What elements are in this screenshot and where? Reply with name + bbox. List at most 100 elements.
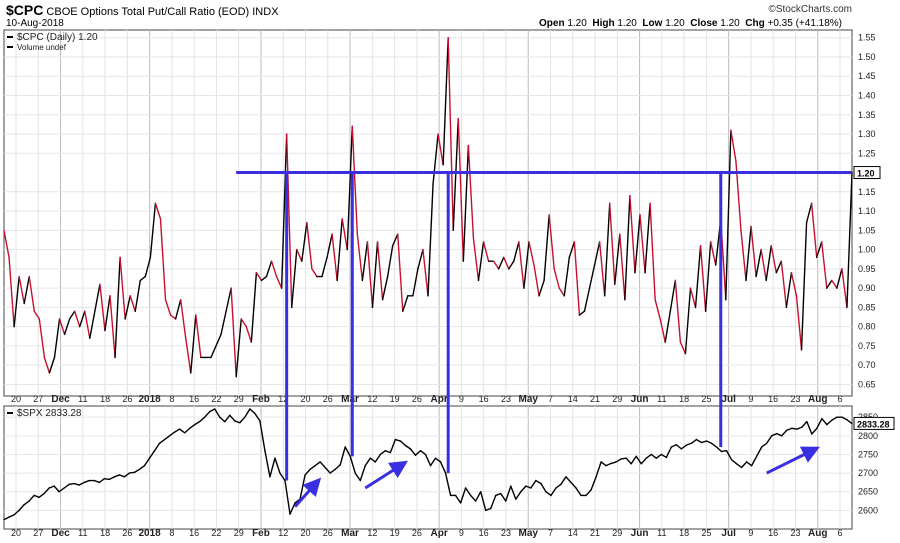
last-value-box xyxy=(853,166,881,180)
series-segment xyxy=(139,275,147,282)
series-segment xyxy=(18,275,25,305)
series-segment xyxy=(79,310,86,328)
y-tick-label: 1.35 xyxy=(858,110,876,120)
series-segment xyxy=(329,468,336,474)
series-segment xyxy=(94,283,101,312)
series-segment xyxy=(690,438,698,444)
x-tick-label: 26 xyxy=(122,528,132,538)
x-tick-label: 21 xyxy=(590,528,600,538)
x-tick-label: 22 xyxy=(211,394,221,404)
series-segment xyxy=(169,314,177,320)
series-segment xyxy=(821,417,828,426)
x-tick-label: 9 xyxy=(459,394,464,404)
series-segment xyxy=(816,417,823,430)
series-segment xyxy=(422,248,429,297)
ohlc-readout: Open 1.20 High 1.20 Low 1.20 Close 1.20 … xyxy=(539,18,842,29)
series-segment xyxy=(154,202,162,220)
series-segment xyxy=(841,416,848,421)
low-label: Low xyxy=(642,18,663,29)
series-segment xyxy=(508,260,515,270)
series-segment xyxy=(354,472,361,482)
series-segment xyxy=(659,318,666,343)
series-segment xyxy=(301,221,308,262)
series-segment xyxy=(680,444,688,450)
series-segment xyxy=(454,494,462,504)
legend-entry: $CPC (Daily) 1.20 xyxy=(17,32,98,43)
series-segment xyxy=(291,248,298,309)
series-segment xyxy=(245,325,253,343)
series-segment xyxy=(503,256,510,270)
series-segment xyxy=(173,428,181,433)
series-segment xyxy=(366,241,374,309)
series-segment xyxy=(811,427,818,435)
series-segment xyxy=(826,279,833,289)
series-segment xyxy=(815,241,823,259)
series-segment xyxy=(735,463,743,469)
series-segment xyxy=(8,256,15,328)
series-segment xyxy=(321,256,328,278)
series-segment xyxy=(13,509,20,516)
series-segment xyxy=(730,458,738,465)
series-segment xyxy=(397,233,404,312)
x-tick-label: 18 xyxy=(679,528,689,538)
x-tick-label: 23 xyxy=(790,394,800,404)
legend-entry: $SPX 2833.28 xyxy=(17,408,82,419)
series-segment xyxy=(424,453,432,467)
series-segment xyxy=(289,502,296,515)
series-segment xyxy=(209,408,216,413)
series-segment xyxy=(178,428,186,434)
series-segment xyxy=(675,444,683,450)
series-segment xyxy=(214,408,221,418)
y-tick-label: 0.85 xyxy=(858,302,876,312)
series-segment xyxy=(324,466,331,474)
x-tick-label: 19 xyxy=(390,528,400,538)
series-segment xyxy=(164,298,172,316)
series-segment xyxy=(78,481,85,486)
series-segment xyxy=(259,420,266,452)
last-value-label: 1.20 xyxy=(857,169,875,179)
series-segment xyxy=(640,457,647,465)
series-segment xyxy=(437,133,444,166)
series-segment xyxy=(765,245,772,282)
trend-arrow xyxy=(293,477,322,508)
y-tick-label: 1.15 xyxy=(858,187,876,197)
series-segment xyxy=(750,455,758,467)
series-segment xyxy=(699,245,707,312)
series-segment xyxy=(279,472,286,482)
series-segment xyxy=(432,133,439,185)
x-tick-label: 23 xyxy=(501,394,511,404)
series-segment xyxy=(159,218,167,301)
series-segment xyxy=(469,494,477,502)
series-segment xyxy=(103,477,111,481)
series-segment xyxy=(715,446,723,453)
series-segment xyxy=(495,492,502,497)
series-segment xyxy=(123,472,131,478)
series-segment xyxy=(558,287,565,297)
y-tick-label: 2800 xyxy=(858,431,878,441)
y-tick-label: 1.30 xyxy=(858,129,876,139)
series-segment xyxy=(645,453,652,459)
series-segment xyxy=(33,494,40,499)
series-segment xyxy=(134,279,141,312)
series-segment xyxy=(359,464,366,482)
exchange: INDX xyxy=(252,6,279,18)
x-tick-label: 12 xyxy=(278,528,288,538)
series-segment xyxy=(530,479,537,489)
series-segment xyxy=(595,461,602,478)
series-segment xyxy=(109,295,116,359)
x-tick-label: 11 xyxy=(78,528,87,538)
series-segment xyxy=(821,241,828,289)
last-value-label: 2833.28 xyxy=(857,419,890,429)
series-segment xyxy=(384,450,392,454)
x-tick-label: 7 xyxy=(548,528,553,538)
series-segment xyxy=(270,260,278,278)
series-segment xyxy=(630,455,637,465)
series-segment xyxy=(770,245,777,274)
x-tick-label: 26 xyxy=(323,394,333,404)
last-value-box xyxy=(853,416,895,430)
x-tick-label: 16 xyxy=(768,528,778,538)
series-segment xyxy=(179,298,187,339)
series-segment xyxy=(153,442,161,452)
open-label: Open xyxy=(539,18,565,29)
series-segment xyxy=(419,450,427,456)
